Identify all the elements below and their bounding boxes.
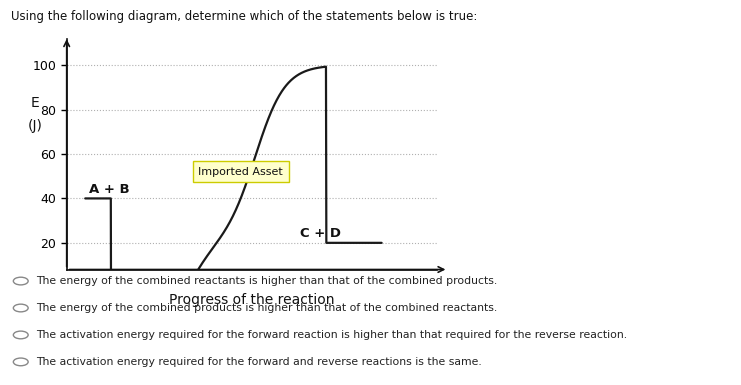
Text: Imported Asset: Imported Asset [199, 167, 283, 177]
Text: C + D: C + D [300, 226, 341, 239]
Text: (J): (J) [27, 119, 43, 133]
Text: Progress of the reaction: Progress of the reaction [169, 293, 335, 306]
Text: The energy of the combined reactants is higher than that of the combined product: The energy of the combined reactants is … [36, 276, 496, 286]
Text: The energy of the combined products is higher than that of the combined reactant: The energy of the combined products is h… [36, 303, 496, 313]
Text: Using the following diagram, determine which of the statements below is true:: Using the following diagram, determine w… [11, 10, 477, 23]
Text: A + B: A + B [89, 183, 130, 196]
Text: E: E [31, 96, 39, 110]
Text: The activation energy required for the forward reaction is higher than that requ: The activation energy required for the f… [36, 330, 627, 340]
Text: The activation energy required for the forward and reverse reactions is the same: The activation energy required for the f… [36, 357, 482, 367]
